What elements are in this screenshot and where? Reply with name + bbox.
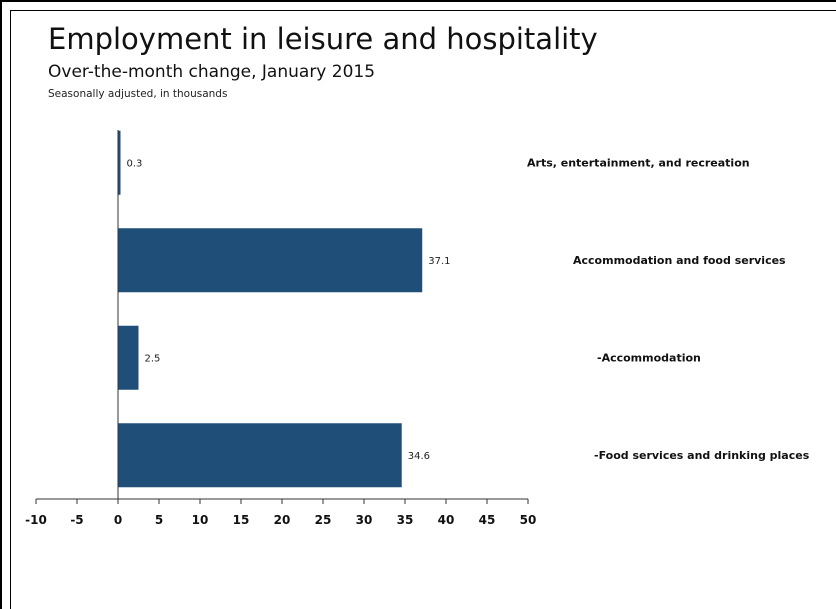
data-label: 34.6	[408, 451, 430, 462]
x-tick-label: 20	[274, 513, 291, 527]
x-tick-label: 10	[192, 513, 209, 527]
x-tick-label: 45	[479, 513, 496, 527]
x-tick-label: 30	[356, 513, 373, 527]
bar	[118, 325, 139, 390]
data-label: 2.5	[145, 353, 161, 364]
data-label: 37.1	[428, 256, 450, 267]
x-tick-label: 5	[155, 513, 163, 527]
category-label: Accommodation and food services	[573, 254, 786, 267]
x-tick-label: 25	[315, 513, 332, 527]
category-label: Arts, entertainment, and recreation	[527, 156, 750, 169]
x-tick-label: 40	[438, 513, 455, 527]
chart-title: Employment in leisure and hospitality	[48, 22, 598, 56]
category-label: -Food services and drinking places	[594, 449, 810, 462]
bar	[118, 228, 423, 293]
frame-rule-top	[10, 10, 836, 11]
x-tick-label: 35	[397, 513, 414, 527]
bar	[118, 130, 121, 195]
bar	[118, 423, 402, 488]
x-tick-label: 50	[520, 513, 537, 527]
chart-note: Seasonally adjusted, in thousands	[48, 88, 228, 100]
x-tick-label: 0	[114, 513, 122, 527]
x-tick-label: 15	[233, 513, 250, 527]
frame-rule-left	[10, 10, 11, 609]
chart-subtitle: Over-the-month change, January 2015	[48, 62, 376, 82]
data-label: 0.3	[127, 158, 143, 169]
x-tick-label: -5	[70, 513, 83, 527]
x-tick-label: -10	[25, 513, 47, 527]
category-label: -Accommodation	[597, 351, 701, 364]
